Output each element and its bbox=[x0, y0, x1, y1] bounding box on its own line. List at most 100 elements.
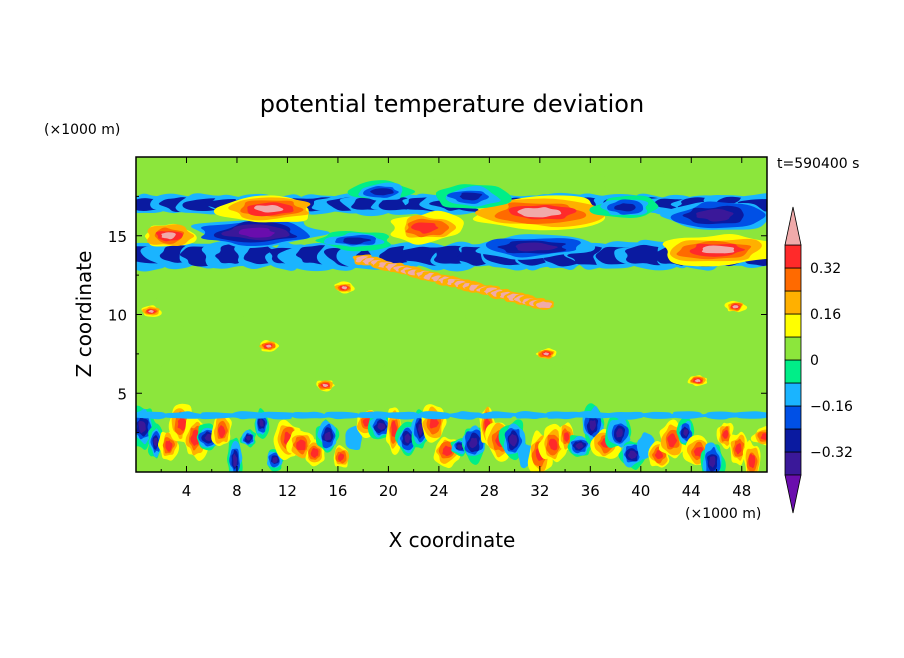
contour-region bbox=[373, 359, 432, 416]
contour-region bbox=[507, 157, 542, 189]
x-tick-label: 4 bbox=[182, 482, 192, 500]
convective-cell bbox=[760, 433, 767, 440]
contour-region bbox=[636, 411, 677, 419]
colorbar-segment bbox=[784, 336, 802, 361]
x-tick-label: 12 bbox=[278, 482, 297, 500]
contour-region bbox=[321, 411, 359, 420]
warm-patch bbox=[254, 205, 284, 213]
convective-cell bbox=[296, 439, 306, 451]
warm-patch bbox=[411, 222, 439, 234]
contour-region bbox=[698, 411, 744, 420]
x-tick-label: 48 bbox=[732, 482, 751, 500]
y-tick-label: 5 bbox=[117, 385, 127, 403]
contour-region bbox=[136, 411, 173, 420]
convective-cell bbox=[575, 442, 584, 450]
contour-region bbox=[354, 411, 394, 419]
warm-spot bbox=[322, 383, 329, 388]
contour-region bbox=[387, 157, 473, 180]
convective-cell bbox=[693, 447, 704, 457]
contour-field bbox=[136, 157, 767, 472]
cold-patch bbox=[614, 203, 636, 212]
contour-region bbox=[606, 411, 644, 420]
convective-cell bbox=[589, 420, 597, 431]
colorbar-segment bbox=[784, 451, 802, 476]
y-tick-label: 10 bbox=[108, 307, 127, 325]
colorbar: 0.32 0.16 0 −0.16 −0.32 bbox=[784, 206, 853, 514]
x-tick-label: 16 bbox=[328, 482, 347, 500]
x-tick-label: 8 bbox=[232, 482, 242, 500]
colorbar-segment bbox=[784, 290, 802, 315]
warm-spot bbox=[148, 309, 154, 313]
convective-cell bbox=[404, 433, 411, 444]
x-axis: 4 8 12 16 20 24 28 32 36 40 44 48 bbox=[160, 157, 751, 500]
convective-cell bbox=[628, 450, 638, 460]
y-axis: 5 10 15 bbox=[108, 195, 767, 434]
warm-spot bbox=[694, 379, 701, 383]
colorbar-label: −0.16 bbox=[810, 399, 853, 415]
cold-patch bbox=[459, 192, 483, 201]
chart-title: potential temperature deviation bbox=[260, 90, 644, 118]
contour-region bbox=[291, 411, 330, 419]
convective-cell bbox=[310, 447, 319, 458]
y-unit-label: (×1000 m) bbox=[44, 122, 120, 138]
convective-cell bbox=[246, 435, 251, 441]
time-label: t=590400 s bbox=[777, 156, 859, 172]
contour-region bbox=[158, 347, 267, 389]
colorbar-segment bbox=[784, 428, 802, 453]
contour-region bbox=[730, 411, 767, 419]
contour-region bbox=[477, 411, 519, 419]
contour-region bbox=[210, 283, 284, 301]
colorbar-segment bbox=[784, 267, 802, 292]
x-tick-label: 28 bbox=[480, 482, 499, 500]
x-tick-label: 20 bbox=[379, 482, 398, 500]
cold-patch bbox=[515, 242, 558, 252]
colorbar-label: 0 bbox=[810, 353, 819, 369]
convective-cell bbox=[165, 440, 173, 452]
cold-patch bbox=[343, 237, 372, 245]
contour-region bbox=[268, 157, 352, 182]
convective-cell bbox=[708, 456, 716, 468]
warm-spot bbox=[732, 305, 739, 309]
colorbar-label: 0.16 bbox=[810, 307, 841, 323]
convective-cell bbox=[548, 438, 558, 451]
convective-cell bbox=[391, 420, 398, 438]
cold-patch bbox=[696, 208, 734, 222]
convective-cell bbox=[272, 456, 278, 463]
convective-cell bbox=[509, 434, 518, 447]
convective-cell bbox=[469, 437, 478, 449]
colorbar-label: 0.32 bbox=[810, 261, 841, 277]
convective-cell bbox=[748, 453, 756, 469]
convective-cell bbox=[337, 453, 345, 462]
contour-region bbox=[542, 411, 584, 420]
convective-cell bbox=[667, 433, 678, 448]
colorbar-segment bbox=[784, 244, 802, 269]
x-tick-label: 40 bbox=[631, 482, 650, 500]
contour-region bbox=[666, 411, 707, 420]
x-tick-label: 32 bbox=[530, 482, 549, 500]
contour-region bbox=[259, 411, 298, 420]
contour-region bbox=[596, 159, 634, 178]
warm-spot bbox=[265, 344, 272, 348]
convective-cell bbox=[564, 432, 570, 442]
contour-region bbox=[487, 369, 527, 410]
warm-spot bbox=[341, 286, 348, 290]
cold-patch bbox=[238, 227, 275, 238]
colorbar-segment bbox=[784, 359, 802, 384]
contour-region bbox=[196, 412, 239, 420]
convective-cell bbox=[735, 443, 742, 455]
colorbar-extend-min bbox=[784, 474, 802, 514]
convective-cell bbox=[138, 420, 146, 434]
contour-region bbox=[683, 307, 737, 330]
y-axis-label: Z coordinate bbox=[72, 251, 96, 378]
colorbar-segment bbox=[784, 313, 802, 338]
contour-region bbox=[660, 340, 751, 366]
contour-region bbox=[163, 411, 204, 419]
warm-patch bbox=[701, 245, 735, 254]
x-tick-label: 44 bbox=[682, 482, 701, 500]
convective-cell bbox=[345, 425, 363, 451]
contour-region bbox=[445, 411, 487, 420]
colorbar-segment bbox=[784, 405, 802, 430]
contour-region bbox=[576, 369, 685, 409]
